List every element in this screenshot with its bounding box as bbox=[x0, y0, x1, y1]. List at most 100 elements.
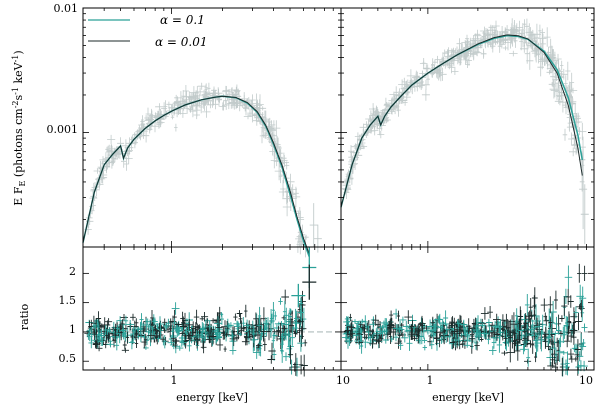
ratio-point bbox=[130, 334, 135, 340]
model-line-alpha=0.01-top-right bbox=[340, 34, 583, 208]
ratio-point bbox=[526, 340, 535, 348]
legend-label-alpha-0.1: α = 0.1 bbox=[160, 13, 205, 27]
data-point bbox=[278, 187, 288, 197]
ratio-point bbox=[573, 306, 579, 319]
ratio-point bbox=[493, 313, 501, 326]
ratio-point bbox=[86, 329, 91, 340]
ratio-point bbox=[277, 321, 285, 326]
ylabel-end: ) bbox=[12, 50, 25, 54]
data-point bbox=[197, 82, 206, 90]
ratio-point bbox=[122, 340, 127, 350]
ratio-point bbox=[184, 332, 192, 340]
ratio-point bbox=[565, 288, 572, 305]
ratio-point bbox=[176, 345, 184, 351]
ratio-point bbox=[269, 313, 274, 324]
ratio-point bbox=[567, 348, 575, 360]
ratio-point bbox=[172, 318, 178, 328]
ratio-point bbox=[389, 310, 394, 320]
data-point bbox=[205, 91, 211, 103]
ratio-point bbox=[297, 334, 305, 352]
ratio-point bbox=[501, 350, 508, 356]
ratio-point bbox=[171, 302, 180, 315]
ratio-point bbox=[382, 336, 389, 344]
ratio-point bbox=[401, 333, 409, 343]
ratio-point bbox=[210, 337, 215, 346]
ratio-point bbox=[281, 315, 287, 320]
data-point bbox=[480, 50, 487, 58]
data-point bbox=[473, 33, 482, 39]
ratio-point bbox=[552, 331, 559, 336]
ratio-point bbox=[411, 328, 415, 340]
ratio-point bbox=[567, 316, 572, 329]
ratio-point bbox=[241, 325, 246, 332]
ratio-point bbox=[402, 320, 410, 333]
data-point bbox=[247, 109, 253, 117]
data-point bbox=[240, 92, 249, 106]
ratio-point bbox=[346, 321, 351, 331]
ratio-point bbox=[141, 327, 149, 332]
data-point bbox=[530, 39, 535, 50]
data-point bbox=[144, 115, 148, 121]
data-point bbox=[526, 51, 534, 70]
data-point bbox=[200, 98, 209, 111]
ratio-point bbox=[387, 323, 395, 331]
data-point bbox=[461, 40, 470, 45]
ratio-point bbox=[416, 327, 420, 344]
ratio-point bbox=[379, 327, 386, 335]
ratio-point bbox=[524, 359, 532, 364]
ratio-point bbox=[449, 317, 455, 327]
ratio-point bbox=[578, 333, 584, 357]
ratio-point bbox=[199, 321, 206, 337]
ratio-point bbox=[529, 333, 535, 338]
ratio-point bbox=[428, 333, 434, 339]
ratio-point bbox=[232, 336, 236, 342]
ratio-point bbox=[560, 356, 566, 372]
data-point bbox=[551, 49, 555, 61]
ratio-point bbox=[120, 324, 127, 337]
data-point bbox=[172, 101, 179, 106]
ratio-point bbox=[130, 313, 136, 321]
ratio-point bbox=[195, 323, 199, 333]
data-point bbox=[198, 100, 204, 114]
ratio-point bbox=[547, 296, 553, 314]
ylabel-units: (photons cm bbox=[12, 108, 25, 181]
data-point bbox=[196, 87, 204, 97]
ratio-point bbox=[460, 340, 465, 348]
ratio-point bbox=[269, 309, 274, 333]
ratio-point bbox=[486, 318, 492, 326]
ratio-point bbox=[219, 313, 224, 325]
ratio-point bbox=[396, 310, 400, 322]
data-point bbox=[405, 90, 410, 96]
ratio-point bbox=[97, 328, 106, 343]
data-point bbox=[548, 38, 554, 56]
data-point bbox=[560, 60, 564, 71]
ratio-point bbox=[348, 313, 352, 322]
ratio-point bbox=[389, 335, 394, 343]
ratio-point bbox=[528, 298, 533, 317]
data-point bbox=[488, 25, 496, 30]
ratio-point bbox=[397, 338, 402, 344]
data-point bbox=[421, 58, 426, 69]
ratio-point bbox=[114, 340, 120, 351]
data-point bbox=[313, 224, 322, 253]
ratio-point bbox=[535, 316, 543, 337]
ratio-point bbox=[492, 327, 497, 339]
ratio-point bbox=[404, 325, 412, 337]
data-point bbox=[392, 101, 398, 115]
ratio-point bbox=[138, 322, 144, 337]
ratio-point bbox=[367, 325, 374, 337]
ylabel-sup3: -1 bbox=[11, 55, 20, 63]
panel-frame-bottom-right bbox=[340, 246, 595, 371]
ratio-point bbox=[514, 308, 519, 324]
data-point bbox=[363, 121, 370, 128]
data-point bbox=[372, 110, 379, 118]
ratio-point bbox=[577, 263, 582, 283]
ratio-point bbox=[362, 336, 369, 349]
ratio-point bbox=[425, 327, 431, 334]
data-point bbox=[580, 184, 589, 245]
ratio-point bbox=[547, 362, 555, 370]
data-point bbox=[480, 26, 490, 36]
data-point bbox=[434, 55, 441, 64]
ratio-point bbox=[489, 346, 497, 355]
ratio-point bbox=[412, 324, 417, 332]
